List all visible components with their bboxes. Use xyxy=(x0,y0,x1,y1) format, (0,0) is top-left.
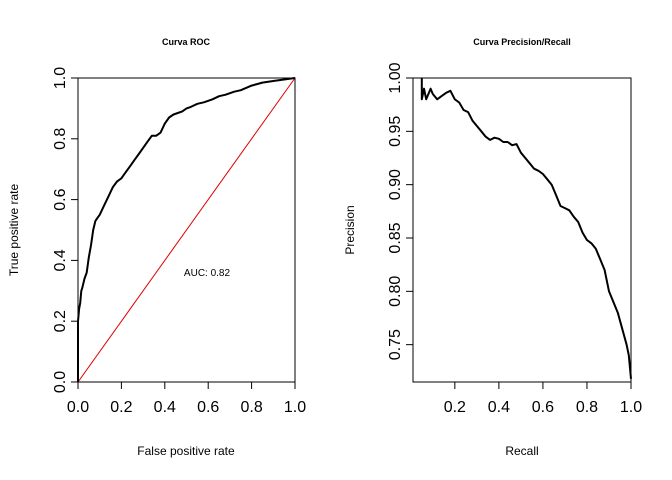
pr-y-tick-label: 0.95 xyxy=(387,116,404,147)
auc-annotation: AUC: 0.82 xyxy=(184,268,231,279)
pr-x-tick-label: 0.8 xyxy=(576,399,598,416)
pr-x-tick-label: 0.2 xyxy=(444,399,466,416)
pr-x-tick-label: 0.4 xyxy=(488,399,510,416)
pr-y-tick-label: 0.90 xyxy=(387,169,404,200)
roc-curve-line xyxy=(77,77,296,382)
pr-plot-frame xyxy=(412,77,632,383)
roc-x-tick-label: 0.6 xyxy=(197,399,219,416)
roc-x-tick-label: 0.0 xyxy=(67,399,89,416)
roc-x-tick-label: 0.4 xyxy=(154,399,176,416)
roc-x-tick-label: 0.2 xyxy=(110,399,132,416)
pr-curve-line xyxy=(420,78,632,379)
roc-x-tick-label: 1.0 xyxy=(284,399,306,416)
roc-y-tick-label: 0.4 xyxy=(52,249,69,271)
roc-y-tick-label: 0.0 xyxy=(52,371,69,393)
roc-title: Curva ROC xyxy=(162,37,211,47)
pr-y-tick-label: 0.85 xyxy=(387,222,404,253)
roc-y-tick-label: 0.8 xyxy=(52,128,69,150)
pr-y-axis-label: Precision xyxy=(343,205,357,254)
roc-panel: Curva ROC False positive rate True posit… xyxy=(7,37,306,458)
pr-y-tick-label: 1.00 xyxy=(387,62,404,93)
pr-x-tick-label: 1.0 xyxy=(620,399,642,416)
roc-y-axis-label: True positive rate xyxy=(7,184,21,277)
roc-y-tick-label: 0.6 xyxy=(52,188,69,210)
roc-y-tick-label: 1.0 xyxy=(52,67,69,89)
roc-y-tick-label: 0.2 xyxy=(52,310,69,332)
pr-title: Curva Precision/Recall xyxy=(473,37,571,47)
roc-x-tick-label: 0.8 xyxy=(240,399,262,416)
pr-x-tick-label: 0.6 xyxy=(532,399,554,416)
pr-y-tick-label: 0.75 xyxy=(387,329,404,360)
roc-reference-line xyxy=(77,77,296,383)
pr-panel: Curva Precision/Recall Recall Precision … xyxy=(343,37,642,458)
roc-plot-frame xyxy=(77,77,296,383)
roc-x-axis-label: False positive rate xyxy=(137,444,235,458)
pr-y-tick-label: 0.80 xyxy=(387,276,404,307)
pr-x-axis-label: Recall xyxy=(505,444,538,458)
